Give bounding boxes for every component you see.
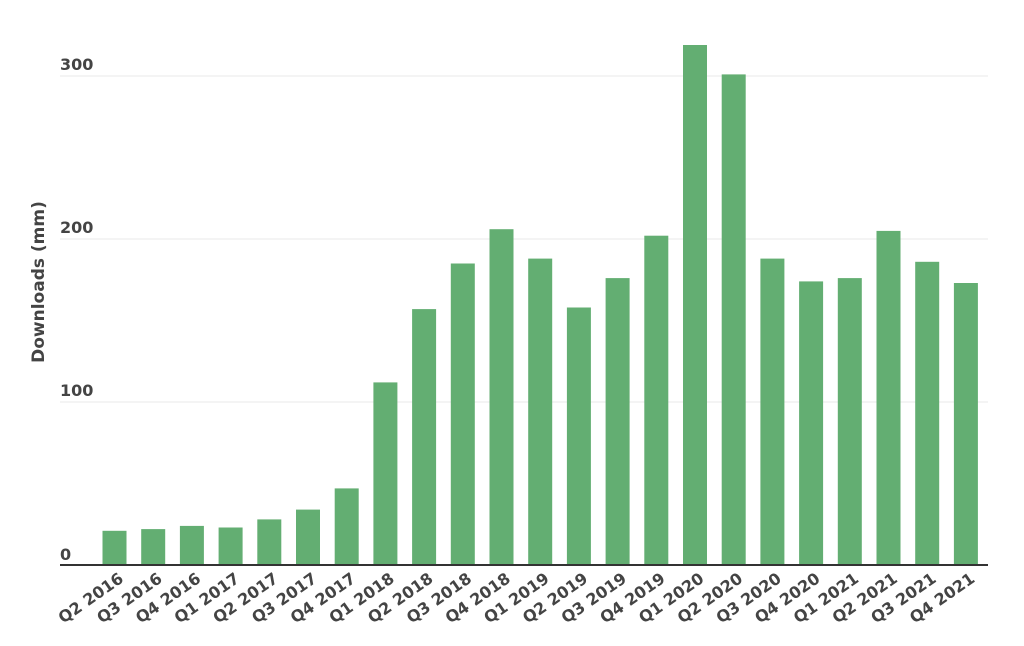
bars bbox=[102, 45, 978, 566]
y-tick-label: 0 bbox=[60, 545, 71, 564]
y-tick-labels: 0 100 200 300 bbox=[60, 55, 93, 564]
bar bbox=[644, 235, 669, 565]
y-tick-label: 300 bbox=[60, 55, 93, 74]
bar bbox=[296, 509, 320, 565]
gridlines bbox=[60, 75, 988, 403]
y-axis-label: Downloads (mm) bbox=[29, 201, 49, 363]
bar bbox=[450, 263, 475, 565]
bar bbox=[605, 278, 630, 565]
bar bbox=[141, 529, 166, 565]
bar bbox=[373, 382, 398, 565]
bar bbox=[915, 261, 940, 565]
bar bbox=[566, 307, 591, 565]
bar bbox=[721, 74, 746, 566]
bar bbox=[179, 525, 204, 565]
bar bbox=[218, 527, 243, 565]
bar bbox=[528, 258, 553, 565]
bar bbox=[412, 309, 437, 565]
y-tick-label: 200 bbox=[60, 218, 93, 237]
bar bbox=[837, 278, 862, 565]
bar bbox=[876, 230, 901, 565]
bar bbox=[953, 283, 978, 565]
bar bbox=[760, 258, 785, 565]
bar bbox=[257, 519, 282, 565]
bar bbox=[489, 229, 514, 565]
bar bbox=[334, 488, 359, 565]
bar bbox=[683, 45, 707, 565]
y-tick-label: 100 bbox=[60, 381, 93, 400]
bar bbox=[102, 530, 127, 565]
bar bbox=[799, 281, 824, 565]
